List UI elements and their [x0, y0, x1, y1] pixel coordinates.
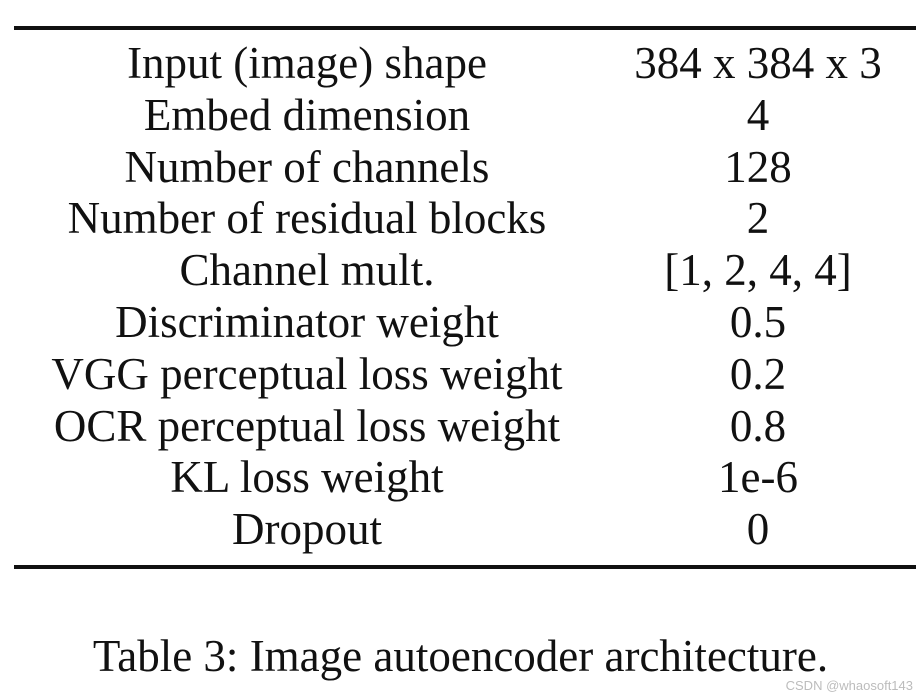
- param-value: 128: [724, 141, 792, 192]
- param-name: Dropout: [232, 504, 382, 555]
- table-row: Channel mult. [1, 2, 4, 4]: [14, 245, 916, 297]
- table-row: Number of channels 128: [14, 142, 916, 194]
- param-value: 1e-6: [718, 452, 798, 503]
- param-value: 4: [746, 89, 770, 140]
- architecture-table: Input (image) shape 384 x 384 x 3 Embed …: [14, 38, 916, 556]
- param-name: Embed dimension: [143, 89, 471, 140]
- table-row: Input (image) shape 384 x 384 x 3: [14, 38, 916, 90]
- param-name: Input (image) shape: [127, 38, 487, 88]
- param-value: 384 x 384 x 3: [634, 38, 882, 88]
- table-row: OCR perceptual loss weight 0.8: [14, 401, 916, 453]
- param-value: 0.5: [729, 296, 787, 347]
- table-row: Discriminator weight 0.5: [14, 297, 916, 349]
- table-row: Number of residual blocks 2: [14, 193, 916, 245]
- table-top-rule: [14, 26, 916, 30]
- param-name: Discriminator weight: [115, 296, 499, 347]
- param-name: Number of channels: [124, 141, 490, 192]
- table-row: VGG perceptual loss weight 0.2: [14, 349, 916, 401]
- table-caption: Table 3: Image autoencoder architecture.: [92, 631, 829, 681]
- table-row: Embed dimension 4: [14, 90, 916, 142]
- param-name: KL loss weight: [170, 452, 444, 503]
- table-bottom-rule: [14, 565, 916, 569]
- param-name: Number of residual blocks: [67, 193, 547, 244]
- param-name: Channel mult.: [179, 245, 435, 296]
- table-body: Input (image) shape 384 x 384 x 3 Embed …: [14, 38, 916, 556]
- param-name: OCR perceptual loss weight: [53, 400, 561, 451]
- table-row: KL loss weight 1e-6: [14, 452, 916, 504]
- param-value: 2: [746, 193, 770, 244]
- param-value: 0: [746, 504, 770, 555]
- watermark: CSDN @whaosoft143: [785, 678, 913, 693]
- param-value: 0.2: [729, 348, 787, 399]
- param-value: [1, 2, 4, 4]: [664, 245, 852, 296]
- param-value: 0.8: [729, 400, 787, 451]
- table-row: Dropout 0: [14, 504, 916, 556]
- param-name: VGG perceptual loss weight: [51, 348, 563, 399]
